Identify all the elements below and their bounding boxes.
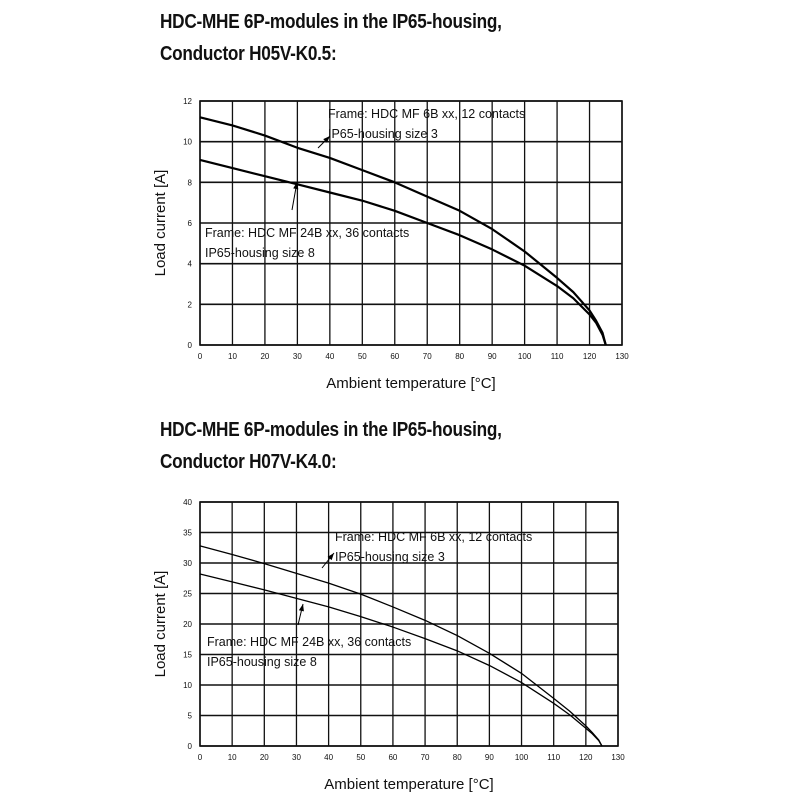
chart2-x-tick-label: 30: [292, 753, 301, 762]
chart1-y-axis-label: Load current [A]: [152, 170, 169, 277]
chart1-y-tick-label: 12: [183, 97, 192, 106]
chart1-x-tick-label: 30: [293, 352, 302, 361]
chart1-y-tick-label: 4: [188, 260, 193, 269]
chart1-annotation-2-line1: Frame: HDC MF 24B xx, 36 contacts: [205, 226, 409, 240]
chart2-series-1-line: [199, 545, 603, 747]
chart2-y-tick-label: 40: [183, 498, 192, 507]
chart2-annotation-2-line1: Frame: HDC MF 24B xx, 36 contacts: [207, 635, 411, 649]
chart2-x-tick-label: 10: [228, 753, 237, 762]
chart2-y-tick-label: 20: [183, 620, 192, 629]
chart2-y-tick-label: 0: [188, 742, 193, 751]
chart1-x-tick-label: 0: [198, 352, 203, 361]
chart2-series-2-line: [199, 573, 603, 747]
chart1-y-tick-label: 8: [188, 178, 193, 187]
chart1-x-tick-label: 120: [583, 352, 597, 361]
chart2-x-tick-label: 60: [388, 753, 397, 762]
chart2-x-tick-label: 50: [356, 753, 365, 762]
chart2-y-tick-label: 35: [183, 529, 192, 538]
chart2-x-axis-label: Ambient temperature [°C]: [324, 776, 493, 793]
chart2-y-axis-label: Load current [A]: [152, 571, 169, 678]
chart2-x-tick-label: 40: [324, 753, 333, 762]
chart2-x-tick-label: 110: [547, 753, 560, 762]
chart1-annotation-1-line2: IP65-housing size 3: [328, 127, 438, 141]
chart1-title-line2: Conductor H05V-K0.5:: [160, 43, 337, 65]
chart2-title: HDC-MHE 6P-modules in the IP65-housing, …: [160, 414, 502, 478]
chart1-y-tick-label: 0: [188, 341, 193, 350]
chart2-y-tick-label: 10: [183, 681, 192, 690]
chart1-title: HDC-MHE 6P-modules in the IP65-housing, …: [160, 6, 502, 70]
chart1-x-tick-label: 100: [518, 352, 532, 361]
chart1-annotation-1-arrowhead: [323, 136, 330, 143]
chart2-title-line1: HDC-MHE 6P-modules in the IP65-housing,: [160, 419, 502, 441]
chart2-y-tick-label: 25: [183, 590, 192, 599]
chart2-x-tick-label: 20: [260, 753, 269, 762]
chart2-x-tick-label: 80: [453, 753, 462, 762]
chart2-y-tick-label: 15: [183, 651, 192, 660]
chart2-x-tick-label: 100: [515, 753, 529, 762]
chart1-plot-frame: [199, 100, 623, 346]
chart1-x-tick-label: 20: [260, 352, 269, 361]
chart1-x-tick-label: 90: [488, 352, 497, 361]
chart1-title-line1: HDC-MHE 6P-modules in the IP65-housing,: [160, 11, 502, 33]
chart2-x-tick-label: 130: [611, 753, 625, 762]
chart2-title-line2: Conductor H07V-K4.0:: [160, 451, 337, 473]
chart1-x-tick-label: 50: [358, 352, 367, 361]
chart1-annotation-2-arrowhead: [293, 182, 299, 190]
chart1-y-tick-label: 10: [183, 138, 192, 147]
chart2-y-tick-label: 5: [188, 712, 193, 721]
chart2-annotation-1-line2: IP65-housing size 3: [335, 550, 445, 564]
chart1-series-1-line: [199, 116, 607, 346]
chart1-series-2-line: [199, 158, 607, 346]
chart1-x-tick-label: 40: [325, 352, 334, 361]
chart1-x-tick-label: 70: [423, 352, 432, 361]
chart2-annotation-2-line2: IP65-housing size 8: [207, 655, 317, 669]
chart1-x-tick-label: 60: [390, 352, 399, 361]
chart2-annotation-2-arrowhead: [298, 604, 304, 612]
chart1-x-tick-label: 10: [228, 352, 237, 361]
chart2-annotation-1-line1: Frame: HDC MF 6B xx, 12 contacts: [335, 530, 532, 544]
chart1-y-tick-label: 2: [188, 300, 193, 309]
chart2-annotation-1-arrowhead: [327, 553, 334, 561]
chart1-x-tick-label: 80: [455, 352, 464, 361]
chart2-x-tick-label: 0: [198, 753, 203, 762]
chart1-annotation-1-line1: Frame: HDC MF 6B xx, 12 contacts: [328, 107, 525, 121]
chart2-x-tick-label: 70: [421, 753, 430, 762]
chart2-x-tick-label: 120: [579, 753, 593, 762]
chart2-y-tick-label: 30: [183, 559, 192, 568]
chart1-x-axis-label: Ambient temperature [°C]: [326, 375, 495, 392]
chart1-x-tick-label: 110: [551, 352, 564, 361]
chart2-plot-frame: [199, 501, 619, 747]
chart1-annotation-2-line2: IP65-housing size 8: [205, 246, 315, 260]
chart1-x-tick-label: 130: [615, 352, 629, 361]
chart1-y-tick-label: 6: [188, 219, 193, 228]
chart2-x-tick-label: 90: [485, 753, 494, 762]
